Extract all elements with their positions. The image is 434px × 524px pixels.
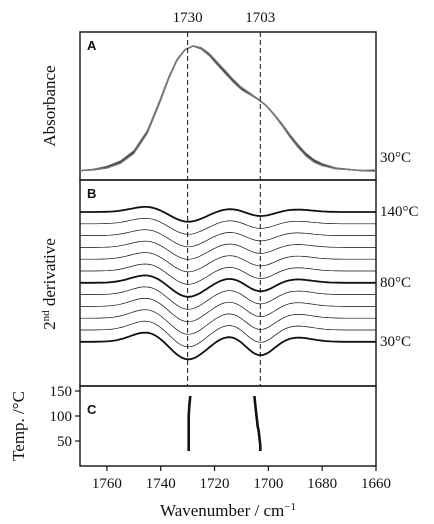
x-tick-label-1740: 1740	[146, 476, 176, 492]
x-axis-label: Wavenumber / cm−1	[160, 501, 296, 520]
panel-a: A Absorbance 30°C	[40, 31, 411, 181]
panel-c-plot	[187, 395, 262, 451]
derivative-series-80	[80, 274, 376, 298]
x-tick-label-1680: 1680	[307, 476, 337, 492]
derivative-series-50	[80, 309, 376, 335]
ylabel-rest: derivative	[40, 238, 59, 310]
panel-c-y-ticks: 50 100 150	[50, 384, 80, 450]
ylabel-main: 2	[40, 321, 59, 330]
y-tick-label-50: 50	[57, 434, 72, 450]
x-tick-label-1660: 1660	[361, 476, 391, 492]
derivative-series-110	[80, 240, 376, 260]
peak-series-band2	[253, 395, 262, 451]
x-axis-label-main: Wavenumber / cm	[160, 501, 284, 520]
derivative-series-100	[80, 252, 376, 273]
panel-b-plot	[80, 206, 376, 361]
x-axis-label-sup: −1	[284, 501, 296, 513]
panel-a-letter: A	[87, 38, 97, 53]
y-tick-label-150: 150	[50, 384, 73, 400]
derivative-series-130	[80, 217, 376, 235]
panel-b-annotation-30c: 30°C	[380, 334, 411, 350]
derivative-series-70	[80, 286, 376, 310]
absorbance-series-1	[79, 45, 377, 172]
reference-lines	[187, 32, 261, 386]
derivative-series-90	[80, 263, 376, 285]
peak-series-band1	[187, 395, 192, 451]
absorbance-series-3	[79, 45, 377, 172]
panel-c: C 50 100 150 Temp. /°C	[9, 384, 377, 467]
panel-b-annotation-140c: 140°C	[380, 204, 419, 220]
panel-b-letter: B	[87, 186, 96, 201]
reference-label-1730: 1730	[173, 10, 203, 26]
panel-c-letter: C	[87, 402, 97, 417]
absorbance-series-2	[79, 45, 377, 172]
derivative-series-40	[80, 320, 376, 348]
panel-a-ylabel: Absorbance	[40, 65, 59, 146]
panel-a-plot	[79, 45, 377, 172]
y-tick-label-100: 100	[50, 409, 73, 425]
derivative-series-120	[80, 229, 376, 248]
reference-label-1703: 1703	[245, 10, 275, 26]
x-tick-label-1720: 1720	[200, 476, 230, 492]
panel-b-annotation-80c: 80°C	[380, 275, 411, 291]
derivative-series-140	[80, 206, 376, 223]
x-tick-label-1760: 1760	[92, 476, 122, 492]
derivative-series-30	[80, 331, 376, 361]
panel-c-ylabel: Temp. /°C	[9, 391, 28, 461]
derivative-series-60	[80, 297, 376, 323]
absorbance-series-0	[79, 45, 376, 172]
x-tick-label-1700: 1700	[253, 476, 283, 492]
panel-b-ylabel: 2nd derivative	[40, 238, 59, 330]
panel-c-frame	[79, 385, 377, 467]
panel-b: B 2nd derivative 140°C 80°C 30°C	[40, 179, 419, 387]
panel-a-annotation-30c: 30°C	[380, 150, 411, 166]
x-axis: 1760 1740 1720 1700 1680 1660	[92, 466, 391, 492]
ylabel-sup: nd	[40, 310, 52, 322]
